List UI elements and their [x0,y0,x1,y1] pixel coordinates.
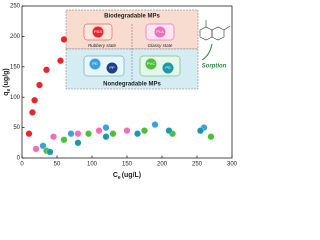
y-tick-label: 100 [10,95,21,101]
point [102,124,110,132]
polymer-label: PE [92,61,98,66]
y-axis-label: qe(ug/g) [3,68,12,96]
polymer-label: PVC [147,61,155,66]
point [29,108,36,116]
x-tick-label: 250 [192,162,203,168]
x-tick-label: 100 [87,162,98,168]
polymer-label: PP [109,65,115,70]
state-label: Rubbery state [88,43,117,48]
point [36,81,43,89]
point [60,35,68,43]
inset-title: Nondegradable MPs [103,82,161,88]
polymer-label: PLA [156,29,164,34]
point [74,130,82,138]
x-axis-label: Ce(ug/L) [113,172,141,180]
point [134,130,141,138]
polymer-label: PBS [94,29,102,34]
y-tick-label: 250 [10,4,21,10]
point [102,133,110,141]
inset: Biodegradable MPs Nondegradable MPs Rubb… [65,9,231,90]
point [46,148,54,156]
point [60,136,68,144]
point [95,127,103,135]
point [85,130,92,138]
point [50,133,57,141]
chart: qe(ug/g) Ce(ug/L) Biodegradable MPs Nond… [3,4,238,182]
y-tick-label: 150 [10,64,21,70]
point [123,127,131,135]
x-tick-label: 50 [54,162,61,168]
y-tick-label: 200 [10,34,21,40]
process-label: Sorption [202,64,227,70]
inset-title: Biodegradable MPs [104,14,160,20]
point [151,121,159,129]
point [43,66,50,74]
point [207,133,215,141]
point [57,57,64,65]
point [74,139,82,147]
point [25,130,33,138]
x-tick-label: 200 [157,162,168,168]
arrow [201,43,213,61]
point [197,127,204,135]
x-tick-label: 300 [227,162,238,168]
y-tick-label: 0 [17,156,21,162]
x-tick-label: 0 [20,162,24,168]
point [39,142,47,150]
x-tick-label: 150 [122,162,133,168]
point [32,145,40,153]
point [141,127,148,135]
point [67,130,75,138]
state-label: Glassy state [148,43,173,48]
point [165,127,173,135]
point [31,96,39,104]
point [109,130,117,138]
molecule [199,20,231,41]
y-tick-label: 50 [13,125,20,131]
polymer-label: PS [165,65,171,70]
